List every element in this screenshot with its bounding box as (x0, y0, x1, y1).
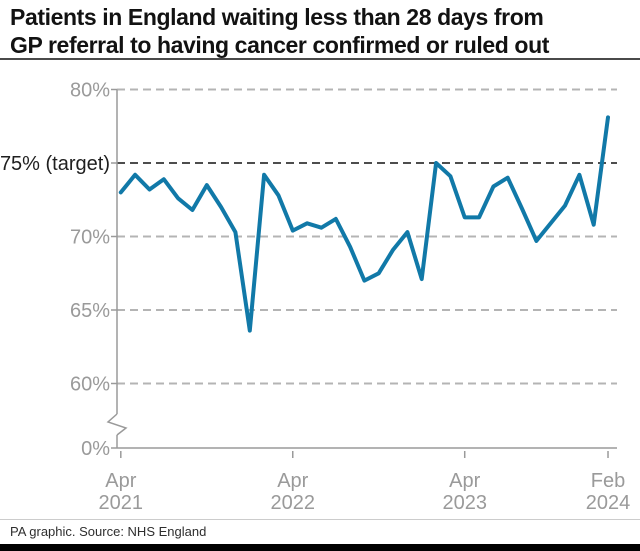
y-axis-label: 80% (70, 80, 110, 102)
chart-title-line-2: GP referral to having cancer confirmed o… (10, 32, 549, 58)
x-axis-label: Feb 2024 (586, 470, 631, 514)
axis-break-icon (106, 413, 128, 436)
y-axis-label-target: 75% (target) (0, 153, 110, 175)
y-axis-label: 60% (70, 374, 110, 396)
chart-canvas: 80% 75% (target) 70% 65% 60% 0% Apr 2021 Apr 2022… (0, 80, 631, 515)
x-axis-label: Apr 2023 (442, 470, 487, 514)
chart-area: 80% 75% (target) 70% 65% 60% 0% Apr 2021 Apr 2022… (0, 60, 640, 518)
y-axis-label: 70% (70, 227, 110, 249)
x-axis-label: Apr 2022 (271, 470, 316, 514)
footer: PA graphic. Source: NHS England (0, 519, 640, 551)
data-line (118, 115, 610, 333)
source-credit: PA graphic. Source: NHS England (10, 524, 207, 539)
x-axis-label: Apr 2021 (99, 470, 144, 514)
y-axis-label: 0% (81, 438, 110, 460)
chart-title: Patients in England waiting less than 28… (0, 0, 640, 60)
y-axis-label: 65% (70, 300, 110, 322)
footer-bar (0, 544, 640, 551)
chart-title-line-1: Patients in England waiting less than 28… (10, 4, 544, 30)
